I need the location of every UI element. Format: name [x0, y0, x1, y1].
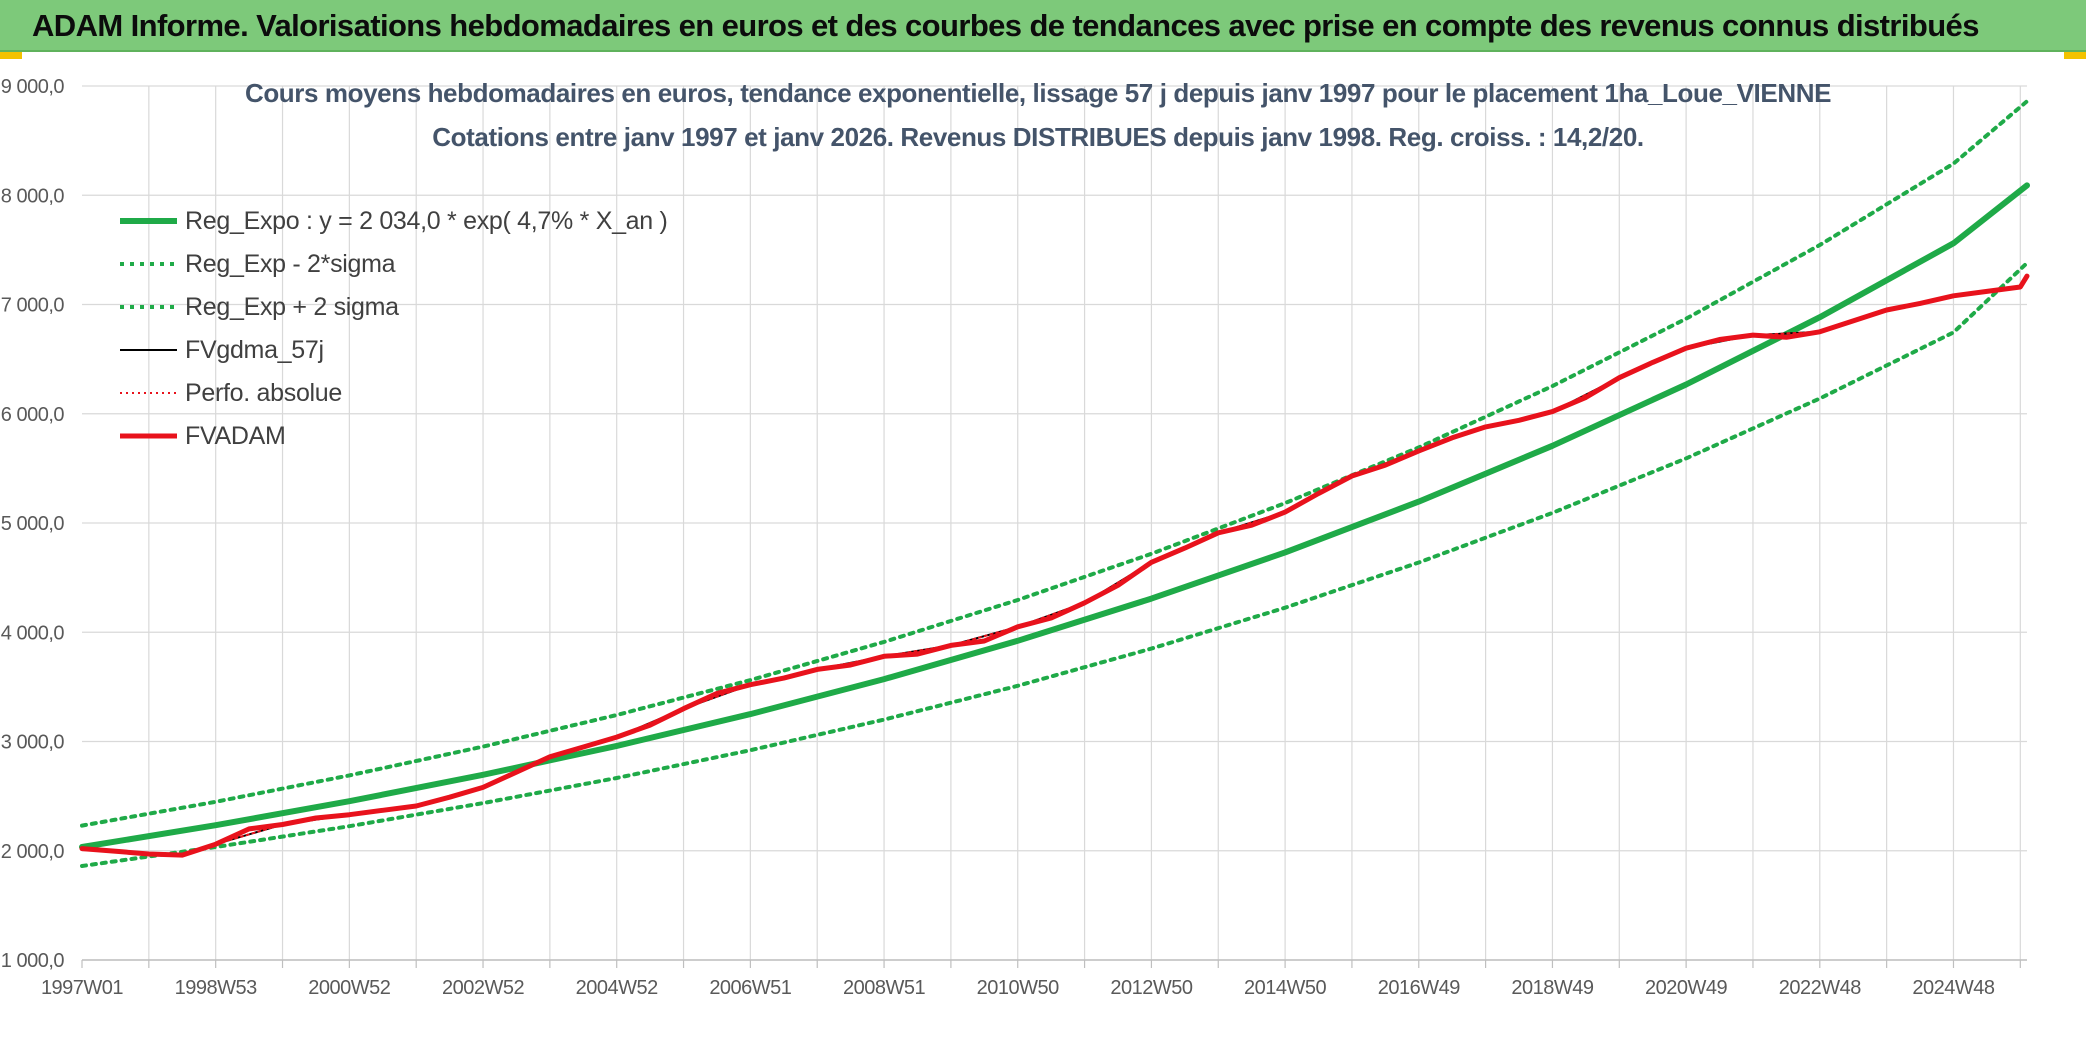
x-tick-label: 1998W53 [175, 977, 257, 999]
chart-title-line-1: Cours moyens hebdomadaires en euros, ten… [245, 78, 1831, 108]
x-tick-label: 2014W50 [1244, 977, 1326, 999]
x-tick-label: 2020W49 [1645, 977, 1727, 999]
series-line-4 [81, 286, 2022, 857]
y-tick-label: 5 000,0 [1, 513, 65, 535]
x-tick-label: 2008W51 [843, 977, 925, 999]
legend-label-3: FVgdma_57j [185, 336, 324, 364]
series-line-5 [79, 273, 2030, 858]
y-tick-label: 3 000,0 [1, 732, 65, 754]
x-tick-label: 1997W01 [41, 977, 123, 999]
series-line-1 [80, 261, 2029, 868]
axes: 1 000,0 2 000,0 3 000,0 4 000,0 5 000,0 6 000… [1, 76, 2027, 999]
series-line-2 [80, 99, 2029, 828]
x-tick-label: 2006W51 [709, 977, 791, 999]
x-tick-label: 2016W49 [1378, 977, 1460, 999]
x-tick-label: 2024W48 [1912, 977, 1994, 999]
y-tick-label: 4 000,0 [1, 622, 65, 644]
chart-legend: Reg_Expo : y = 2 034,0 * exp( 4,7% * X_a… [120, 207, 668, 450]
y-tick-label: 2 000,0 [1, 841, 65, 863]
legend-label-5: FVADAM [185, 422, 286, 450]
legend-label-4: Perfo. absolue [185, 379, 342, 407]
series-lines [79, 99, 2030, 868]
legend-label-2: Reg_Exp + 2 sigma [185, 293, 399, 321]
x-tick-label: 2002W52 [442, 977, 524, 999]
chart-title-line-2: Cotations entre janv 1997 et janv 2026. … [432, 122, 1643, 152]
y-tick-label: 7 000,0 [1, 295, 65, 317]
x-tick-label: 2000W52 [308, 977, 390, 999]
chart-area: 1 000,0 2 000,0 3 000,0 4 000,0 5 000,0 6 000… [0, 56, 2086, 1038]
report-title: ADAM Informe. Valorisations hebdomadaire… [32, 8, 1979, 43]
y-tick-label: 6 000,0 [1, 404, 65, 426]
y-tick-label: 1 000,0 [1, 950, 65, 972]
x-tick-label: 2004W52 [576, 977, 658, 999]
right-accent-marker [2064, 52, 2086, 59]
legend-label-1: Reg_Exp - 2*sigma [185, 250, 396, 278]
series-line-0 [79, 182, 2030, 850]
chart-title: Cours moyens hebdomadaires en euros, ten… [245, 78, 1832, 152]
left-accent-marker [0, 52, 22, 59]
y-tick-label: 9 000,0 [1, 76, 65, 98]
x-tick-label: 2018W49 [1511, 977, 1593, 999]
report-banner: ADAM Informe. Valorisations hebdomadaire… [0, 0, 2086, 52]
x-tick-label: 2012W50 [1110, 977, 1192, 999]
series-line-3 [81, 286, 2022, 857]
x-tick-label: 2022W48 [1779, 977, 1861, 999]
line-chart: 1 000,0 2 000,0 3 000,0 4 000,0 5 000,0 6 000… [1, 76, 2030, 999]
x-tick-label: 2010W50 [977, 977, 1059, 999]
legend-label-0: Reg_Expo : y = 2 034,0 * exp( 4,7% * X_a… [185, 207, 668, 235]
y-tick-label: 8 000,0 [1, 185, 65, 207]
